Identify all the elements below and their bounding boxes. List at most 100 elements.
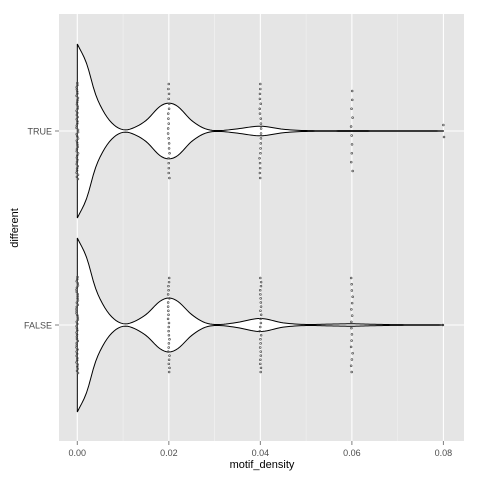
- x-axis: 0.00 0.02 0.04 0.06 0.08: [69, 441, 452, 458]
- data-point: [167, 102, 171, 106]
- data-point: [167, 107, 171, 110]
- data-point: [350, 370, 353, 374]
- data-point: [259, 117, 263, 120]
- data-point: [167, 142, 171, 145]
- violin-true: [76, 43, 444, 219]
- data-point: [349, 364, 353, 367]
- data-point: [75, 280, 78, 283]
- data-point: [167, 161, 170, 165]
- data-point: [259, 305, 263, 308]
- data-point: [258, 156, 261, 160]
- data-point: [166, 305, 170, 308]
- data-point: [258, 176, 262, 180]
- data-point: [75, 286, 79, 289]
- x-tick-label: 0.04: [252, 448, 270, 458]
- data-point: [259, 127, 263, 130]
- data-point: [166, 317, 170, 321]
- y-axis-title: different: [9, 208, 21, 248]
- data-point: [442, 123, 445, 127]
- data-point: [167, 325, 170, 329]
- data-point: [76, 363, 79, 366]
- data-point: [259, 338, 262, 341]
- data-point: [75, 344, 79, 347]
- data-point: [259, 280, 263, 284]
- data-point: [75, 352, 79, 356]
- data-point: [259, 317, 262, 321]
- data-point: [258, 112, 262, 115]
- data-point: [258, 107, 262, 110]
- data-point: [167, 137, 170, 140]
- data-point: [167, 333, 171, 337]
- data-point: [76, 303, 80, 306]
- data-point: [75, 132, 78, 136]
- data-point: [75, 103, 79, 106]
- data-point: [76, 96, 80, 100]
- data-point: [76, 314, 79, 317]
- data-point: [167, 156, 170, 160]
- data-point: [167, 82, 171, 86]
- data-point: [167, 147, 171, 150]
- data-point: [259, 152, 262, 155]
- data-point: [76, 322, 79, 326]
- data-point: [167, 117, 170, 120]
- data-point: [76, 92, 79, 95]
- data-point: [166, 293, 170, 296]
- x-axis-title: motif_density: [230, 459, 295, 471]
- data-point: [167, 276, 171, 280]
- data-point: [75, 109, 78, 112]
- violins: [76, 43, 444, 413]
- data-point: [350, 289, 354, 292]
- data-point: [167, 122, 171, 125]
- data-point: [259, 301, 263, 304]
- data-point: [75, 135, 79, 138]
- data-point: [75, 118, 79, 121]
- data-point: [75, 156, 79, 159]
- data-point: [168, 297, 171, 300]
- data-point: [258, 329, 261, 333]
- data-point: [75, 312, 78, 315]
- data-point: [350, 358, 354, 361]
- data-point: [259, 102, 262, 106]
- data-point: [350, 151, 354, 155]
- data-point: [76, 107, 79, 110]
- panel-background: [59, 14, 464, 441]
- data-point: [75, 169, 79, 172]
- data-point: [259, 297, 262, 300]
- data-point: [350, 339, 353, 342]
- data-point: [75, 147, 79, 151]
- data-point: [76, 164, 79, 168]
- data-point: [166, 350, 170, 353]
- data-point: [75, 365, 79, 368]
- data-point: [259, 284, 263, 288]
- y-tick-label-true: TRUE: [28, 127, 53, 137]
- data-point: [259, 309, 262, 312]
- data-point: [76, 339, 80, 343]
- data-point: [349, 276, 353, 280]
- data-point: [259, 82, 262, 86]
- data-point: [167, 342, 171, 345]
- data-point: [76, 115, 79, 119]
- data-point: [258, 161, 262, 165]
- data-point: [167, 97, 170, 101]
- plot-panel: [59, 14, 464, 441]
- data-point: [76, 152, 80, 155]
- data-point: [75, 369, 79, 373]
- data-point: [75, 346, 78, 349]
- data-point: [349, 345, 353, 349]
- data-point: [258, 97, 262, 101]
- x-tick-label: 0.00: [69, 448, 87, 458]
- data-point: [167, 284, 170, 288]
- data-point: [350, 283, 353, 286]
- data-point: [76, 111, 79, 115]
- data-point: [351, 116, 354, 119]
- data-point: [350, 143, 354, 146]
- data-point: [167, 171, 170, 175]
- data-point: [75, 354, 78, 358]
- data-point: [350, 333, 354, 336]
- data-point: [350, 134, 353, 137]
- data-point: [259, 370, 262, 374]
- data-point: [76, 367, 79, 370]
- data-point: [259, 333, 263, 337]
- data-point: [351, 351, 354, 355]
